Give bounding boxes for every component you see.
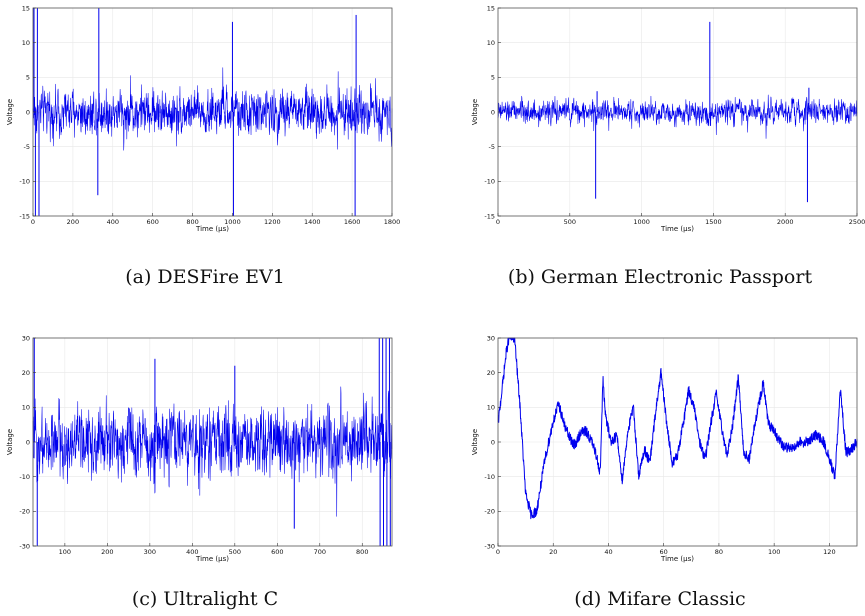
y-tick-label: 15 — [22, 4, 30, 12]
y-tick-label: -15 — [484, 212, 495, 220]
y-tick-label: -30 — [484, 542, 495, 550]
y-tick-label: -10 — [484, 178, 495, 186]
y-tick-label: 0 — [26, 108, 30, 116]
y-tick-label: -20 — [484, 508, 495, 516]
x-tick-label: 700 — [314, 548, 326, 556]
chart-b: 0 500 1000 1500 2000 2500 -15 -10 -5 0 5 10 15 Time (… — [471, 4, 865, 233]
y-tick-label: 15 — [487, 4, 495, 12]
caption-d-text: Mifare Classic — [607, 588, 746, 610]
chart-panel-d: 0 20 40 60 80 100 120 -30 -20 -10 0 10 20 30 Time (μs)… — [465, 330, 865, 563]
x-tick-label: 120 — [823, 548, 835, 556]
chart-panel-b: 0 500 1000 1500 2000 2500 -15 -10 -5 0 5 10 15 Time (… — [465, 0, 865, 233]
x-axis-label: Time (μs) — [660, 555, 694, 563]
chart-d: 0 20 40 60 80 100 120 -30 -20 -10 0 10 20 30 Time (μs)… — [471, 334, 858, 563]
y-tick-label: -10 — [484, 473, 495, 481]
x-tick-label: 400 — [107, 218, 119, 226]
caption-a: (a) DESFire EV1 — [0, 266, 410, 288]
x-tick-label: 800 — [186, 218, 198, 226]
x-tick-label: 100 — [59, 548, 71, 556]
chart-a: 0 200 400 600 800 1000 1200 1400 1600 1800 -15 -10 -… — [6, 4, 400, 233]
x-tick-label: 200 — [67, 218, 79, 226]
x-tick-label: 600 — [146, 218, 158, 226]
x-tick-label: 0 — [496, 548, 500, 556]
y-tick-label: -20 — [19, 508, 30, 516]
caption-a-text: DESFire EV1 — [157, 266, 285, 288]
y-tick-label: 30 — [487, 334, 495, 342]
y-axis-label: Voltage — [6, 429, 14, 455]
y-axis-label: Voltage — [471, 429, 479, 455]
y-tick-label: 20 — [487, 369, 495, 377]
x-tick-label: 1400 — [304, 218, 321, 226]
x-tick-label: 60 — [660, 548, 668, 556]
x-tick-label: 2500 — [849, 218, 865, 226]
caption-c-tag: (c) — [131, 588, 158, 610]
x-tick-label: 500 — [229, 548, 241, 556]
x-tick-label: 1000 — [224, 218, 241, 226]
y-tick-label: 0 — [491, 108, 495, 116]
x-tick-label: 2000 — [777, 218, 794, 226]
y-axis-label: Voltage — [471, 99, 479, 125]
x-tick-label: 500 — [564, 218, 576, 226]
caption-c: (c) Ultralight C — [0, 588, 410, 610]
x-tick-label: 1000 — [633, 218, 650, 226]
chart-c: 100 200 300 400 500 600 700 800 -30 -20 -10 0 10 20 30… — [6, 334, 393, 563]
x-tick-label: 400 — [186, 548, 198, 556]
x-tick-label: 0 — [496, 218, 500, 226]
y-tick-label: 5 — [491, 74, 495, 82]
x-tick-label: 100 — [768, 548, 780, 556]
y-tick-label: 5 — [26, 74, 30, 82]
x-tick-label: 200 — [101, 548, 113, 556]
y-tick-label: 10 — [487, 39, 495, 47]
y-tick-label: 30 — [22, 334, 30, 342]
series-line — [497, 337, 858, 520]
x-axis-label: Time (μs) — [660, 225, 694, 233]
x-tick-label: 1500 — [705, 218, 722, 226]
y-tick-label: -15 — [19, 212, 30, 220]
y-tick-label: -5 — [24, 143, 30, 151]
x-tick-label: 1200 — [264, 218, 281, 226]
y-tick-label: 0 — [26, 438, 30, 446]
series-line — [32, 386, 393, 517]
x-tick-label: 20 — [549, 548, 557, 556]
x-tick-label: 1800 — [384, 218, 401, 226]
y-tick-label: 10 — [487, 404, 495, 412]
caption-d: (d) Mifare Classic — [455, 588, 865, 610]
x-axis-label: Time (μs) — [195, 225, 229, 233]
x-tick-label: 600 — [271, 548, 283, 556]
x-tick-label: 80 — [715, 548, 723, 556]
y-tick-label: -5 — [489, 143, 495, 151]
caption-a-tag: (a) — [125, 266, 152, 288]
x-tick-label: 40 — [604, 548, 612, 556]
caption-d-tag: (d) — [574, 588, 602, 610]
y-tick-label: -10 — [19, 473, 30, 481]
y-tick-label: 0 — [491, 438, 495, 446]
y-tick-label: 10 — [22, 39, 30, 47]
x-tick-label: 0 — [31, 218, 35, 226]
x-tick-label: 800 — [356, 548, 368, 556]
x-tick-label: 300 — [144, 548, 156, 556]
y-tick-label: -30 — [19, 542, 30, 550]
chart-panel-c: 100 200 300 400 500 600 700 800 -30 -20 -10 0 10 20 30… — [0, 330, 400, 563]
y-axis-label: Voltage — [6, 99, 14, 125]
caption-b: (b) German Electronic Passport — [455, 266, 865, 288]
series-line — [32, 67, 393, 151]
y-tick-label: 10 — [22, 404, 30, 412]
caption-b-tag: (b) — [507, 266, 535, 288]
caption-b-text: German Electronic Passport — [540, 266, 813, 288]
chart-panel-a: 0 200 400 600 800 1000 1200 1400 1600 1800 -15 -10 -… — [0, 0, 400, 233]
x-axis-label: Time (μs) — [195, 555, 229, 563]
series-line — [497, 94, 858, 139]
y-tick-label: 20 — [22, 369, 30, 377]
x-tick-label: 1600 — [344, 218, 361, 226]
caption-c-text: Ultralight C — [163, 588, 279, 610]
y-tick-label: -10 — [19, 178, 30, 186]
